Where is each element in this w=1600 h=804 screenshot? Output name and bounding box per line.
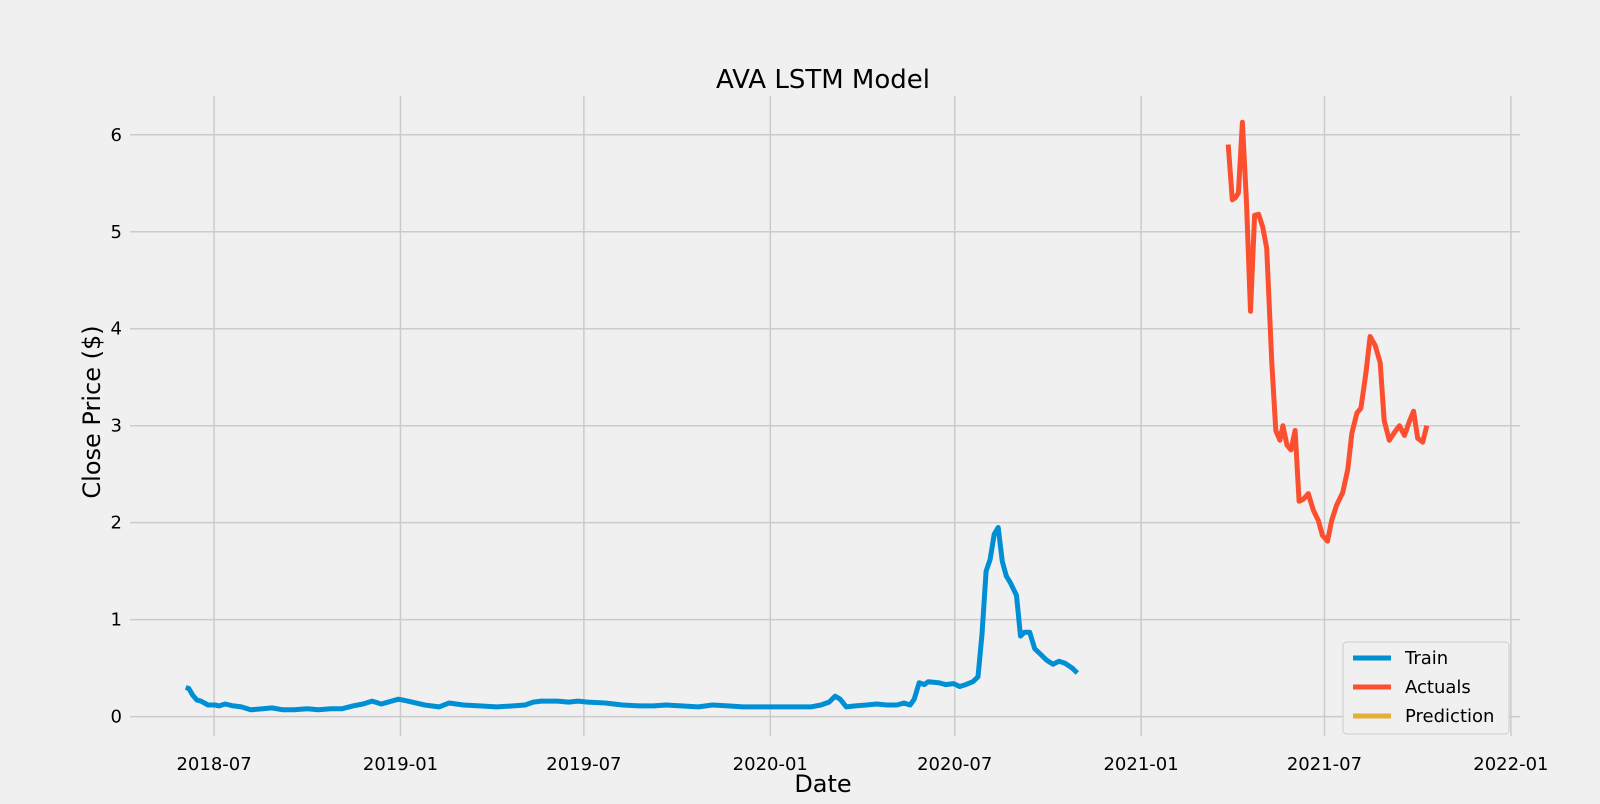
series-line-train [184,525,1080,713]
y-tick-label: 1 [111,610,122,631]
legend-box [1342,641,1510,735]
x-tick-label: 2019-07 [546,754,621,775]
legend-label-prediction: Prediction [1405,706,1494,727]
y-tick-label: 0 [111,707,122,728]
x-tick-label: 2020-07 [917,754,992,775]
x-tick-label: 2019-01 [363,754,438,775]
series-line-actuals [1225,119,1430,544]
y-tick-label: 5 [111,222,122,243]
x-tick-label: 2018-07 [176,754,251,775]
y-tick-label: 4 [111,319,122,340]
series-lines [184,119,1430,713]
x-tick-label: 2021-01 [1103,754,1178,775]
tick-labels: 2018-07 2019-01 2019-07 2020-01 2020-07 2021-… [111,125,1549,775]
legend-label-actuals: Actuals [1405,677,1471,698]
y-tick-label: 6 [111,125,122,146]
y-tick-label: 3 [111,416,122,437]
legend-label-train: Train [1404,648,1448,669]
x-tick-label: 2020-01 [733,754,808,775]
x-tick-label: 2021-07 [1287,754,1362,775]
y-tick-label: 2 [111,513,122,534]
y-axis-label: Close Price ($) [78,325,106,498]
x-axis-label: Date [794,770,851,798]
x-tick-label: 2022-01 [1473,754,1548,775]
legend: Train Actuals Prediction [1342,641,1510,735]
chart-title: AVA LSTM Model [716,65,930,95]
grid [130,96,1520,736]
